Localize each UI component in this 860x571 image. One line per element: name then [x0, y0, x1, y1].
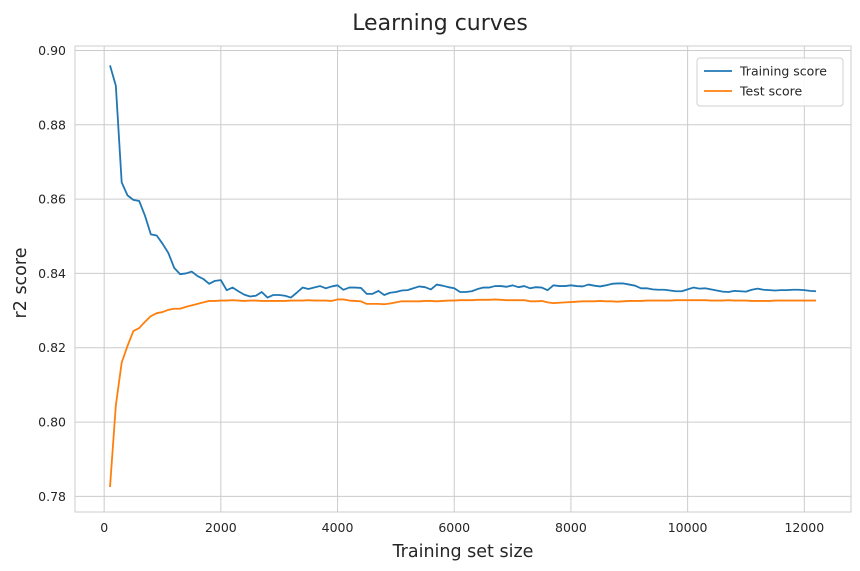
y-tick-label: 0.82	[38, 340, 66, 355]
x-tick-label: 4000	[322, 520, 354, 535]
tick-labels: 0 2000 4000 6000 8000 10000 12000 0.78 0.80 0.82 0…	[38, 43, 824, 535]
x-tick-label: 12000	[784, 520, 824, 535]
y-tick-label: 0.78	[38, 489, 66, 504]
grid	[75, 46, 851, 512]
x-tick-label: 6000	[438, 520, 470, 535]
legend-label-training: Training score	[739, 64, 827, 79]
x-tick-label: 0	[100, 520, 108, 535]
y-tick-label: 0.80	[38, 415, 66, 430]
y-axis-label: r2 score	[11, 248, 31, 319]
x-axis-label: Training set size	[392, 542, 534, 562]
y-tick-label: 0.88	[38, 117, 66, 132]
test-score-line	[109, 298, 816, 488]
y-tick-label: 0.86	[38, 192, 66, 207]
x-tick-label: 8000	[555, 520, 587, 535]
series-lines	[109, 65, 817, 488]
x-tick-label: 10000	[668, 520, 708, 535]
y-tick-label: 0.90	[38, 43, 66, 58]
chart-title: Learning curves	[352, 11, 528, 36]
y-tick-label: 0.84	[38, 266, 66, 281]
legend: Training score Test score	[696, 57, 844, 107]
legend-box	[696, 57, 844, 107]
legend-label-test: Test score	[739, 84, 802, 99]
plot-frame	[74, 45, 852, 513]
x-tick-label: 2000	[205, 520, 237, 535]
training-score-line	[109, 65, 817, 299]
